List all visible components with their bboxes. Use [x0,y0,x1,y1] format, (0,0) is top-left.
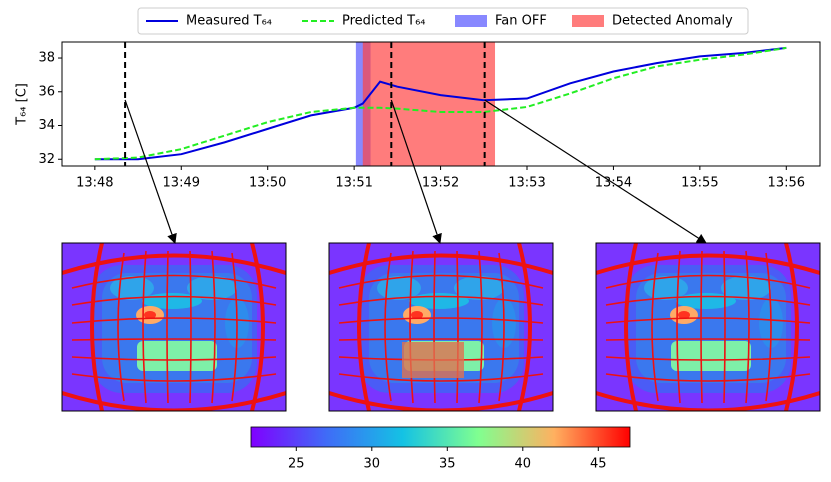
x-tick-label: 13:53 [508,176,545,191]
thermal-image [596,243,820,411]
series-line [94,46,787,161]
colorbar-tick-label: 40 [515,457,532,472]
x-tick-label: 13:52 [422,176,459,191]
legend-label: Fan OFF [495,14,547,29]
x-tick-label: 13:51 [335,176,372,191]
shaded-span [362,42,496,166]
colorbar-tick-label: 30 [364,457,381,472]
legend-box [137,7,749,35]
legend-label: Measured T₆₄ [186,14,272,29]
y-tick-label: 32 [38,152,55,167]
arrow [124,99,177,244]
arrow [390,99,442,244]
arrow [484,99,707,244]
colorbar [250,426,631,448]
colorbar-tick-label: 45 [590,457,607,472]
series-line [94,46,787,161]
legend-swatch [455,15,487,27]
legend-label: Predicted T₆₄ [342,14,426,29]
y-tick-label: 36 [38,84,55,99]
x-tick-label: 13:50 [249,176,286,191]
x-tick-label: 13:49 [163,176,200,191]
x-tick-label: 13:54 [595,176,632,191]
legend-label: Detected Anomaly [612,14,733,29]
x-tick-label: 13:48 [76,176,113,191]
thermal-image [62,243,286,411]
colorbar-tick-label: 25 [288,457,305,472]
y-tick-label: 38 [38,51,55,66]
thermal-image [329,243,553,411]
colorbar-tick-label: 35 [439,457,456,472]
legend-swatch [572,15,604,27]
x-tick-label: 13:56 [768,176,805,191]
x-tick-label: 13:55 [681,176,718,191]
y-tick-label: 34 [38,118,55,133]
y-axis-label: T₆₄ [C] [15,83,30,126]
